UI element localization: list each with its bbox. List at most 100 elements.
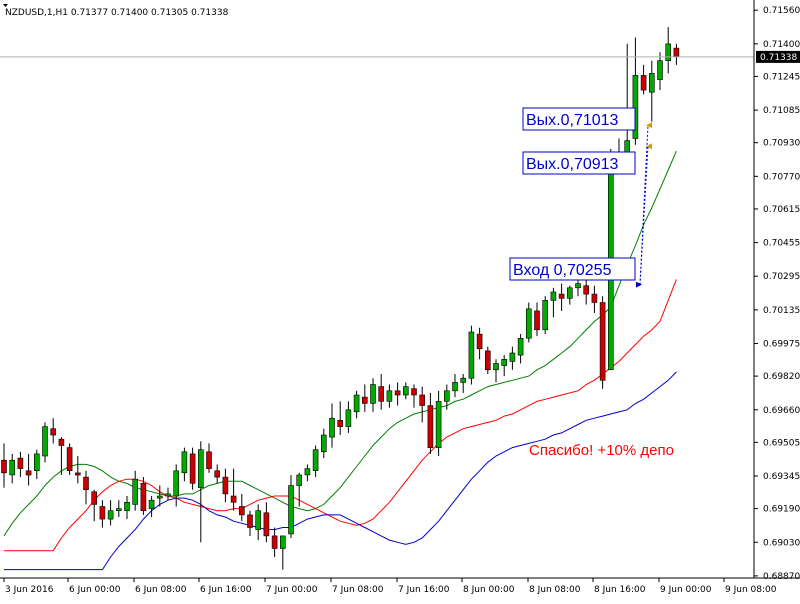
y-tick-label: 0.70135 — [763, 306, 800, 316]
annotation-box — [522, 107, 636, 131]
bear-candle — [230, 495, 237, 503]
bear-candle — [25, 470, 32, 476]
exit-arrow-icon — [646, 122, 652, 129]
bull-candle — [509, 352, 516, 362]
bull-candle — [304, 468, 311, 476]
y-tick-label: 0.69190 — [763, 505, 800, 515]
x-tick-label: 6 Jun 00:00 — [69, 585, 121, 595]
ma-slow-line — [4, 371, 677, 571]
bull-candle — [665, 43, 672, 62]
bear-candle — [361, 396, 368, 404]
bull-candle — [550, 291, 557, 301]
ma-mid-line — [4, 279, 677, 552]
y-tick-label: 0.69505 — [763, 438, 800, 448]
x-tick-label: 9 Jun 00:00 — [660, 585, 712, 595]
bear-candle — [534, 310, 540, 331]
bull-candle — [124, 501, 130, 511]
y-tick-label: 0.69975 — [763, 340, 800, 350]
bull-candle — [443, 390, 450, 402]
bull-candle — [657, 60, 663, 80]
bull-candle — [435, 401, 442, 448]
bull-candle — [173, 470, 179, 497]
ma-fast-line — [3, 150, 677, 537]
bear-candle — [599, 302, 606, 381]
bull-candle — [345, 409, 352, 427]
bull-candle — [320, 434, 327, 453]
bull-candle — [386, 390, 393, 402]
trade-link-line — [639, 125, 649, 285]
annotation-thanks-label: Спасибо! +10% депо — [529, 442, 674, 459]
bull-candle — [42, 426, 48, 457]
bull-candle — [132, 478, 138, 505]
trade-annotations: Вых.0,71013 Вых.0,70913 Вход 0,70255 Спасиб… — [509, 107, 674, 459]
bear-candle — [140, 483, 147, 511]
bear-candle — [214, 470, 220, 478]
annotation-box — [522, 151, 636, 175]
bull-candle — [648, 73, 655, 93]
bear-candle — [394, 390, 401, 396]
bear-candle — [222, 476, 229, 495]
bull-candle — [279, 535, 286, 549]
bear-candle — [239, 506, 245, 516]
annotation-exit2-label: Вых.0,70913 — [526, 156, 619, 173]
bear-candle — [558, 293, 565, 299]
bull-candle — [468, 331, 475, 379]
bull-candle — [296, 474, 303, 486]
chart-header: NZDUSD,1,H1 0.71377 0.71400 0.71305 0.71… — [5, 8, 229, 18]
bear-candle — [247, 514, 253, 528]
y-tick-label: 0.68870 — [763, 572, 800, 582]
symbol-dropdown-icon[interactable] — [3, 4, 8, 7]
x-tick-label: 8 Jun 08:00 — [529, 585, 581, 595]
bull-candle — [353, 394, 360, 413]
bull-candle — [452, 382, 458, 392]
moving-averages — [3, 150, 677, 571]
y-tick-label: 0.69820 — [763, 372, 800, 382]
annotation-entry-label: Вход 0,70255 — [513, 262, 612, 279]
bear-candle — [91, 491, 97, 505]
y-tick-label: 0.71245 — [763, 72, 800, 82]
y-tick-label: 0.69345 — [763, 472, 800, 482]
bull-candle — [157, 495, 163, 499]
bear-candle — [271, 535, 278, 549]
entry-arrow-icon — [636, 281, 642, 288]
bear-candle — [419, 394, 426, 406]
current-price-label: 0.71338 — [760, 53, 797, 63]
bear-candle — [1, 459, 7, 474]
bull-candle — [9, 459, 15, 476]
y-tick-label: 0.70770 — [763, 172, 800, 182]
bull-candle — [542, 300, 549, 331]
bull-candle — [460, 377, 467, 383]
x-tick-label: 7 Jun 16:00 — [398, 585, 450, 595]
bull-candle — [165, 493, 171, 497]
bear-candle — [263, 512, 270, 537]
bull-candle — [148, 499, 155, 509]
bull-candle — [181, 451, 188, 474]
y-tick-label: 0.70930 — [763, 139, 800, 149]
x-tick-label: 8 Jun 16:00 — [594, 585, 646, 595]
bull-candle — [288, 485, 294, 535]
bear-candle — [83, 476, 89, 491]
x-tick-label: 7 Jun 00:00 — [266, 585, 318, 595]
bear-candle — [66, 447, 73, 472]
bear-candle — [58, 438, 65, 446]
bear-candle — [75, 472, 81, 476]
current-price-badge — [756, 50, 800, 63]
x-tick-label: 7 Jun 08:00 — [332, 585, 384, 595]
bull-candle — [402, 386, 409, 396]
bull-candle — [517, 337, 524, 356]
y-tick-label: 0.71085 — [763, 106, 800, 116]
bear-candle — [427, 405, 434, 449]
current-price-line: 0.71338 — [0, 50, 800, 63]
bear-candle — [591, 293, 598, 303]
y-tick-label: 0.71560 — [763, 6, 800, 16]
exit-arrow-icon — [646, 143, 652, 150]
bull-candle — [116, 508, 122, 512]
bull-candle — [33, 453, 40, 471]
bear-candle — [99, 506, 106, 520]
bear-candle — [337, 419, 344, 427]
trade-link-line — [639, 146, 649, 285]
bull-candle — [329, 417, 335, 438]
